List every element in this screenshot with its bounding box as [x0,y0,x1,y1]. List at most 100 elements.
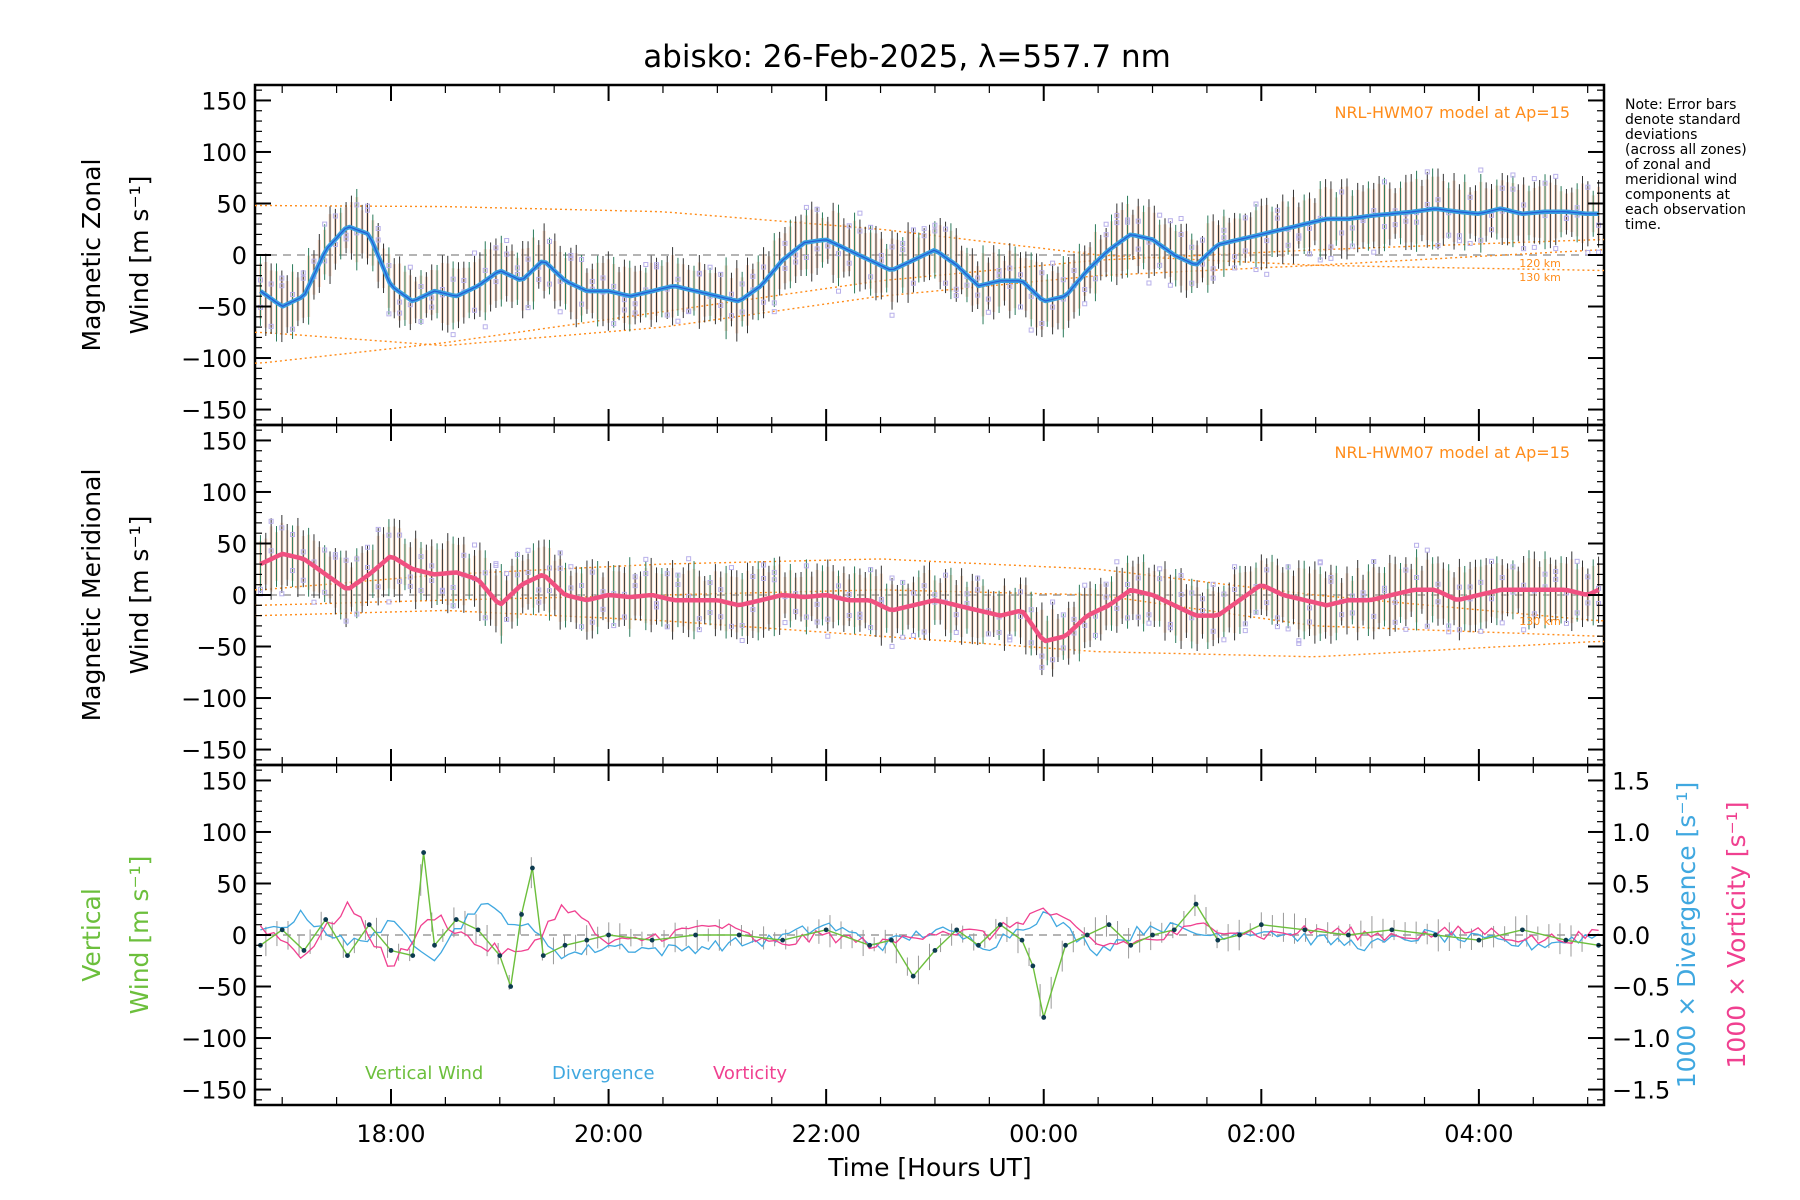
scatter-point [728,565,734,571]
scatter-point [386,311,392,317]
scatter-point [782,240,788,246]
scatter-point [632,574,638,580]
scatter-point [803,254,809,260]
scatter-point [1521,246,1527,252]
vertical-wind-point [606,932,611,938]
scatter-point [910,590,916,596]
scatter-point [1178,573,1184,579]
vertical-wind-point [508,984,514,989]
vorticity-line [259,900,1599,967]
scatter-point [1028,293,1034,299]
scatter-point [1167,625,1173,631]
scatter-point [1499,575,1505,581]
y-tick-label: 0 [232,922,247,950]
scatter-point [621,307,627,313]
scatter-point [1114,213,1120,219]
vertical-wind-point [1106,922,1112,928]
scatter-point [761,562,767,568]
scatter-point [514,551,520,557]
scatter-point [1371,558,1377,564]
scatter-point [279,275,285,281]
vertical-wind-point [649,937,655,943]
scatter-point [1274,207,1280,213]
scatter-point [1274,624,1280,630]
scatter-point [761,299,767,305]
legend-divergence: Divergence [552,1063,655,1084]
scatter-point [932,592,938,598]
y-tick-label: 50 [216,190,247,218]
scatter-point [771,309,777,315]
scatter-point [579,257,585,263]
scatter-point [1125,217,1131,223]
scatter-point [1574,610,1580,616]
scatter-point [546,565,552,571]
scatter-point [386,263,392,269]
scatter-point [793,608,799,614]
scatter-point [268,323,274,329]
vertical-wind-point [1084,932,1090,938]
scatter-point [1167,282,1173,288]
scatter-point [300,275,306,281]
vertical-wind-point [1128,942,1134,948]
y-tick-label: 150 [201,767,247,795]
scatter-point [643,262,649,268]
scatter-point [632,583,638,589]
scatter-point [1435,243,1441,249]
vertical-wind-point [1345,932,1351,938]
scatter-point [1414,219,1420,225]
scatter-point [1221,235,1227,241]
scatter-point [975,292,981,298]
scatter-point [1167,218,1173,224]
vertical-wind-point [1389,927,1395,933]
scatter-point [900,634,906,640]
scatter-point [1296,638,1302,644]
scatter-point [868,567,874,573]
scatter-point [343,618,349,624]
scatter-point [921,233,927,239]
scatter-point [311,258,317,264]
scatter-point [1253,201,1259,207]
scatter-point [1253,267,1259,273]
scatter-point [418,554,424,560]
scatter-point [1585,249,1591,255]
scatter-point [985,631,991,637]
right-tick-label: 0.5 [1612,870,1650,898]
scatter-point [364,564,370,570]
model-curve-1 [254,249,1605,347]
scatter-point [1510,186,1516,192]
scatter-point [1114,559,1120,565]
scatter-point [1467,194,1473,200]
scatter-point [439,588,445,594]
svg-text:denote standard: denote standard [1625,112,1741,128]
scatter-point [1050,304,1056,310]
scatter-point [1103,221,1109,227]
scatter-point [611,623,617,629]
vorticity-axis-label: 1000 × Vorticity [s⁻¹] [1722,802,1751,1069]
vertical-wind-point [497,953,503,959]
scatter-point [1039,270,1045,276]
scatter-point [771,300,777,306]
scatter-point [975,587,981,593]
scatter-point [910,280,916,286]
scatter-point [878,258,884,264]
scatter-point [1456,233,1462,239]
scatter-point [739,637,745,643]
scatter-point [1596,249,1602,255]
meridional-ylabel-line1: Magnetic Meridional [77,469,106,722]
scatter-point [921,226,927,232]
scatter-point [943,226,949,232]
scatter-point [1446,232,1452,238]
scatter-point [1242,248,1248,254]
scatter-point [1125,615,1131,621]
scatter-point [632,310,638,316]
scatter-point [996,629,1002,635]
y-tick-label: 50 [216,870,247,898]
scatter-point [846,223,852,229]
vertical-wind-point [1019,937,1025,943]
scatter-point [782,265,788,271]
svg-text:(across all zones): (across all zones) [1625,142,1747,158]
scatter-point [322,589,328,595]
vertical-wind-point [1476,937,1482,943]
y-tick-label: −50 [196,974,247,1002]
